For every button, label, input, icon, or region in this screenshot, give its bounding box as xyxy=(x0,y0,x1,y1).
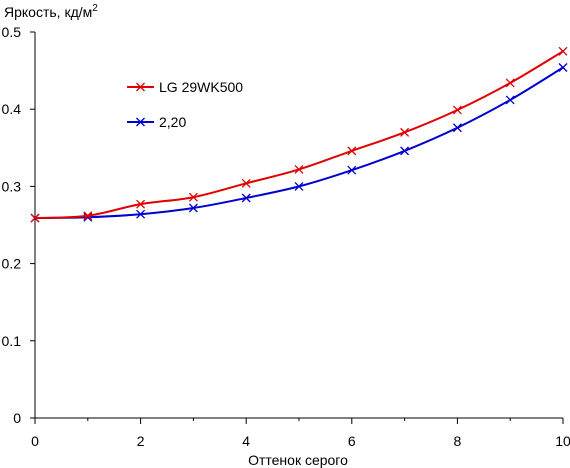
series-point-0 xyxy=(241,178,251,188)
series-point-0 xyxy=(400,127,410,137)
x-tick-label: 0 xyxy=(31,433,39,449)
series-point-1 xyxy=(452,123,462,133)
x-tick-label: 10 xyxy=(555,433,570,449)
series-point-1 xyxy=(347,165,357,175)
legend: LG 29WK500 2,20 xyxy=(127,79,243,130)
series-point-1 xyxy=(241,193,251,203)
y-axis-title-text: Яркость, кд/м xyxy=(4,4,92,20)
legend-marker xyxy=(136,117,145,127)
series-point-0 xyxy=(188,192,198,202)
y-tick-label: 0.2 xyxy=(2,256,22,272)
plot-area: 0 0.1 0.2 0.3 0.4 0.5 0 2 4 6 8 10 xyxy=(2,24,570,449)
legend-marker xyxy=(136,82,145,92)
series-line-0 xyxy=(34,50,564,220)
series-point-1 xyxy=(505,95,515,105)
legend-label: 2,20 xyxy=(159,114,186,130)
y-tick-label: 0.4 xyxy=(2,101,22,117)
series-point-0 xyxy=(136,199,146,209)
y-tick-label: 0.3 xyxy=(2,178,22,194)
y-axis-title: Яркость, кд/м2 xyxy=(4,3,98,20)
series-point-0 xyxy=(452,105,462,115)
x-tick-label: 2 xyxy=(137,433,145,449)
y-axis-title-superscript: 2 xyxy=(92,3,98,14)
series-line-1 xyxy=(34,66,564,220)
series-point-0 xyxy=(83,211,93,221)
x-tick-label: 8 xyxy=(454,433,462,449)
series-point-0 xyxy=(505,78,515,88)
svg-text:Яркость, кд/м2: Яркость, кд/м2 xyxy=(4,3,98,20)
series-point-0 xyxy=(294,164,304,174)
series-point-0 xyxy=(30,213,40,223)
x-tick-label: 4 xyxy=(242,433,250,449)
series-point-0 xyxy=(558,46,568,56)
y-tick-label: 0.1 xyxy=(2,333,22,349)
series-point-1 xyxy=(136,209,146,219)
x-tick-label: 6 xyxy=(348,433,356,449)
series-point-1 xyxy=(558,63,568,72)
series-point-1 xyxy=(400,146,410,156)
x-axis-title: Оттенок серого xyxy=(248,452,348,468)
series-point-0 xyxy=(347,146,357,156)
y-tick-label: 0.5 xyxy=(2,24,22,40)
series-point-1 xyxy=(294,181,304,191)
y-tick-label: 0 xyxy=(13,410,21,426)
series-point-1 xyxy=(188,203,198,213)
legend-label: LG 29WK500 xyxy=(159,79,243,95)
